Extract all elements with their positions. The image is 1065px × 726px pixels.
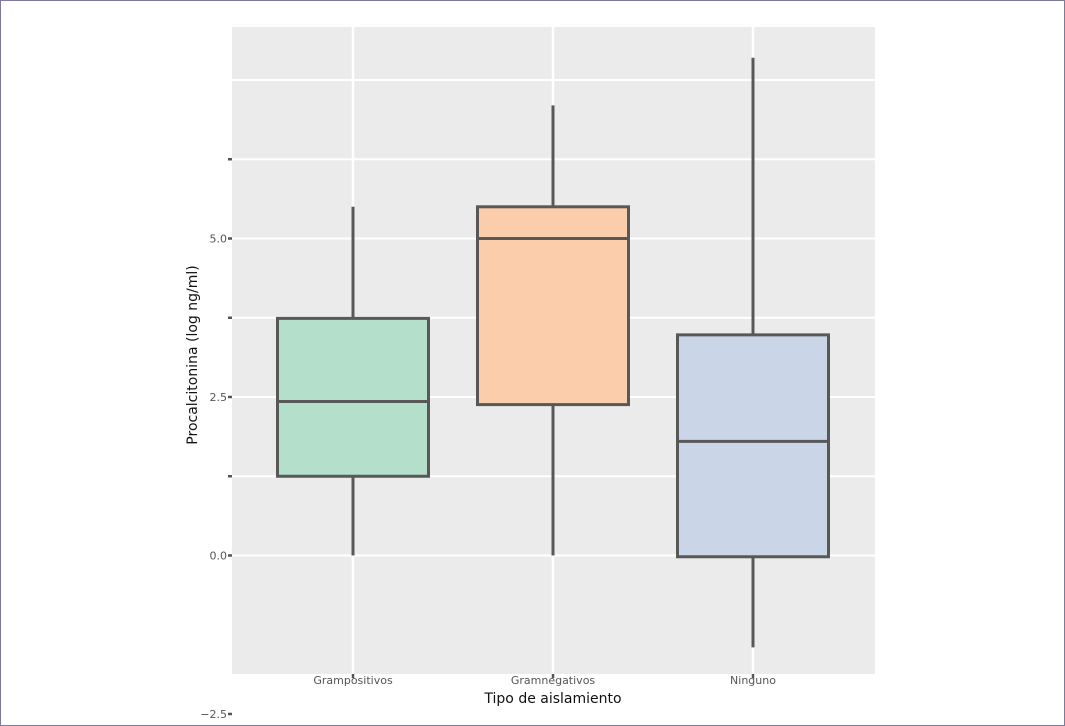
iqr-box xyxy=(276,316,430,478)
x-tick-label: Ninguno xyxy=(730,674,776,687)
y-tick-label: 0.0 xyxy=(210,550,228,563)
iqr-box xyxy=(476,205,630,407)
boxes xyxy=(276,57,830,648)
y-tick-label: 2.5 xyxy=(210,391,228,404)
box-ninguno xyxy=(676,57,830,648)
x-tick-label: Grampositivos xyxy=(313,674,393,687)
y-tick-label: −2.5 xyxy=(200,708,227,721)
x-axis-title: Tipo de aislamiento xyxy=(483,691,621,707)
box-gramnegativos xyxy=(476,105,630,556)
y-tick-label: 5.0 xyxy=(210,233,228,246)
iqr-box xyxy=(676,333,830,559)
y-axis-title: Procalcitonina (log ng/ml) xyxy=(185,265,201,444)
x-tick-label: Gramnegativos xyxy=(511,674,596,687)
axis-ticks: −2.5 0.0 2.5 5.0 Grampositivos Gramnegativos N… xyxy=(200,158,776,721)
box-grampositivos xyxy=(276,206,430,556)
